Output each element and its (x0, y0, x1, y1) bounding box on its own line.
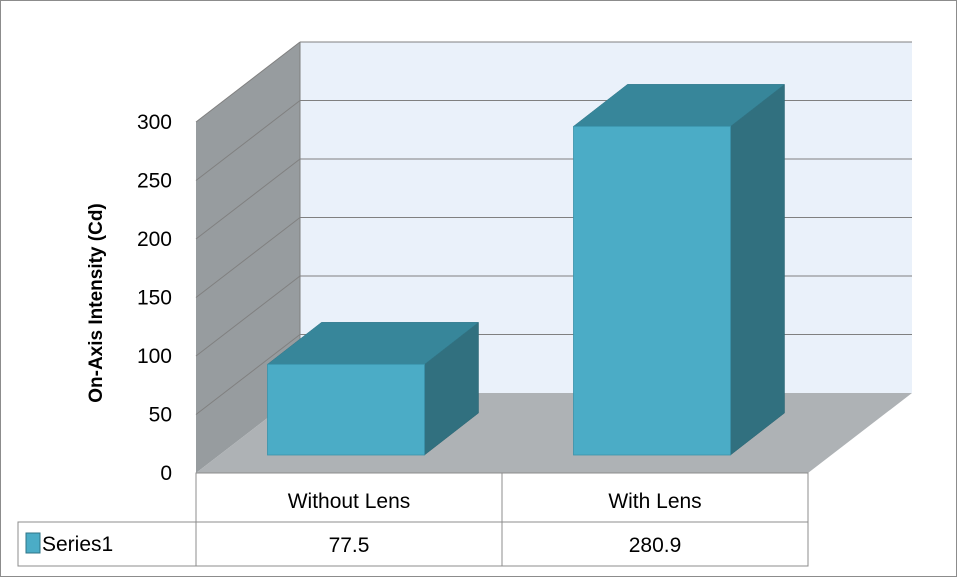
bar-group (266, 83, 786, 456)
gridline-side (195, 41, 301, 123)
bar-side (730, 83, 785, 456)
gridline-side (195, 217, 301, 298)
y-tick-label: 300 (137, 111, 172, 134)
bar (267, 363, 425, 456)
bar (573, 125, 731, 456)
legend-swatch (25, 532, 41, 554)
y-tick-label: 200 (137, 228, 172, 251)
x-category-label: With Lens (608, 490, 701, 513)
table-data-row (17, 521, 809, 567)
y-tick-label: 0 (160, 462, 172, 485)
gridline-side (195, 158, 301, 240)
y-axis-title: On-Axis Intensity (Cd) (86, 203, 107, 403)
data-table: Without Lens With Lens 77.5 280.9 Series1 (17, 472, 809, 567)
legend-label: Series1 (42, 533, 113, 556)
x-category-label: Without Lens (288, 490, 411, 513)
y-tick-label: 250 (137, 170, 172, 193)
gridline-side (195, 275, 301, 357)
gridline-side (195, 100, 301, 181)
data-table-value: 280.9 (629, 534, 682, 557)
data-table-value: 77.5 (329, 534, 370, 557)
y-axis: 0 50 100 150 200 250 300 (137, 111, 172, 485)
y-tick-label: 150 (137, 287, 172, 310)
y-tick-label: 50 (149, 404, 172, 427)
y-tick-label: 100 (137, 345, 172, 368)
gridline-side (195, 334, 301, 415)
